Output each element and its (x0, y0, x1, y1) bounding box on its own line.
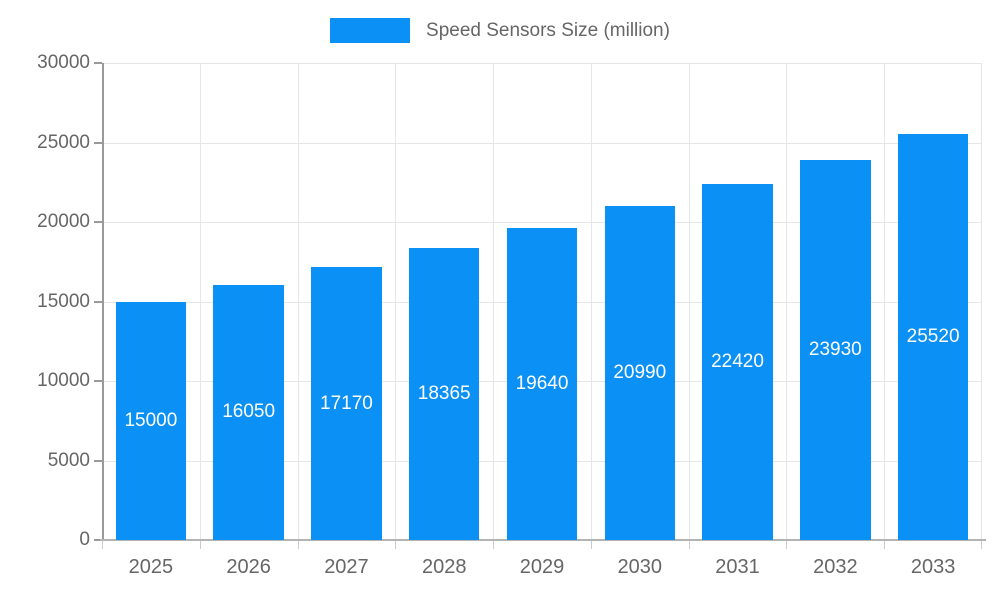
bar-value-label: 19640 (515, 372, 569, 394)
gridline-horizontal (102, 63, 982, 64)
gridline-vertical (590, 63, 592, 540)
x-axis-tick-label: 2033 (910, 556, 956, 578)
bar[interactable]: 16050 (213, 284, 284, 540)
x-axis-tick (395, 541, 397, 549)
bar[interactable]: 22420 (702, 183, 773, 540)
gridline-vertical (786, 63, 788, 540)
x-axis-tick (590, 541, 592, 549)
bar[interactable]: 23930 (800, 159, 871, 540)
x-axis-tick-label: 2027 (324, 556, 369, 578)
y-axis-tick (94, 459, 102, 462)
x-axis-tick-label: 2031 (715, 556, 760, 578)
y-axis-tick (94, 62, 102, 64)
y-axis-tick-label: 20000 (37, 211, 90, 232)
bar[interactable]: 19640 (506, 227, 578, 540)
bar-value-label: 17170 (320, 392, 373, 414)
y-axis-tick (94, 539, 102, 541)
bar[interactable]: 20990 (604, 206, 675, 540)
bar-value-label: 15000 (124, 409, 178, 431)
x-axis-tick (493, 541, 495, 549)
y-axis-tick-label: 10000 (37, 370, 90, 391)
gridline-vertical (297, 63, 299, 540)
gridline-vertical (981, 63, 982, 540)
x-axis-tick (981, 541, 982, 549)
x-axis-tick (102, 541, 103, 549)
plot-area: 0 5000 10000 15000 20000 25000 30000 15000 2025 1… (37, 52, 986, 578)
gridline-horizontal (102, 142, 982, 144)
x-axis-tick (688, 541, 690, 549)
bar-value-label: 25520 (906, 326, 960, 348)
y-axis-tick-label: 0 (79, 529, 90, 550)
y-axis-tick (94, 300, 102, 303)
x-axis-tick-label: 2028 (421, 556, 467, 578)
y-axis-tick-label: 5000 (47, 449, 90, 471)
bar[interactable]: 17170 (311, 267, 382, 540)
legend[interactable]: Speed Sensors Size (million) (0, 18, 1000, 43)
x-axis-line (100, 539, 986, 541)
legend-label: Speed Sensors Size (million) (426, 19, 670, 41)
bar[interactable]: 25520 (897, 134, 969, 540)
x-axis-tick (884, 541, 886, 549)
y-axis-tick-label: 15000 (37, 290, 90, 312)
gridline-vertical (395, 63, 397, 540)
x-axis-tick-label: 2025 (128, 556, 174, 578)
bar-value-label: 18365 (417, 383, 471, 404)
y-axis-tick (94, 380, 102, 382)
y-axis-tick (94, 141, 102, 144)
y-axis-tick-label: 30000 (37, 52, 90, 73)
y-axis-tick (94, 221, 102, 223)
bar-value-label: 23930 (808, 338, 862, 360)
y-axis-line (102, 63, 104, 540)
gridline-horizontal (102, 222, 982, 223)
bar[interactable]: 18365 (409, 248, 480, 540)
legend-swatch-icon (330, 18, 411, 43)
x-axis-tick-label: 2032 (813, 556, 858, 578)
bar[interactable]: 15000 (115, 301, 187, 540)
bar-value-label: 20990 (613, 362, 667, 384)
gridline-vertical (688, 63, 690, 540)
gridline-vertical (199, 63, 201, 540)
y-axis-tick-label: 25000 (37, 131, 90, 153)
x-axis-tick-label: 2029 (519, 556, 565, 578)
x-axis-tick (199, 541, 201, 549)
gridline-vertical (884, 63, 886, 540)
x-axis-tick (297, 541, 299, 549)
bar-value-label: 22420 (711, 350, 764, 372)
bar-value-label: 16050 (222, 401, 276, 423)
x-axis-tick-label: 2026 (226, 556, 271, 578)
x-axis-tick (786, 541, 788, 549)
x-axis-tick-label: 2030 (617, 556, 663, 578)
gridline-vertical (493, 63, 495, 540)
